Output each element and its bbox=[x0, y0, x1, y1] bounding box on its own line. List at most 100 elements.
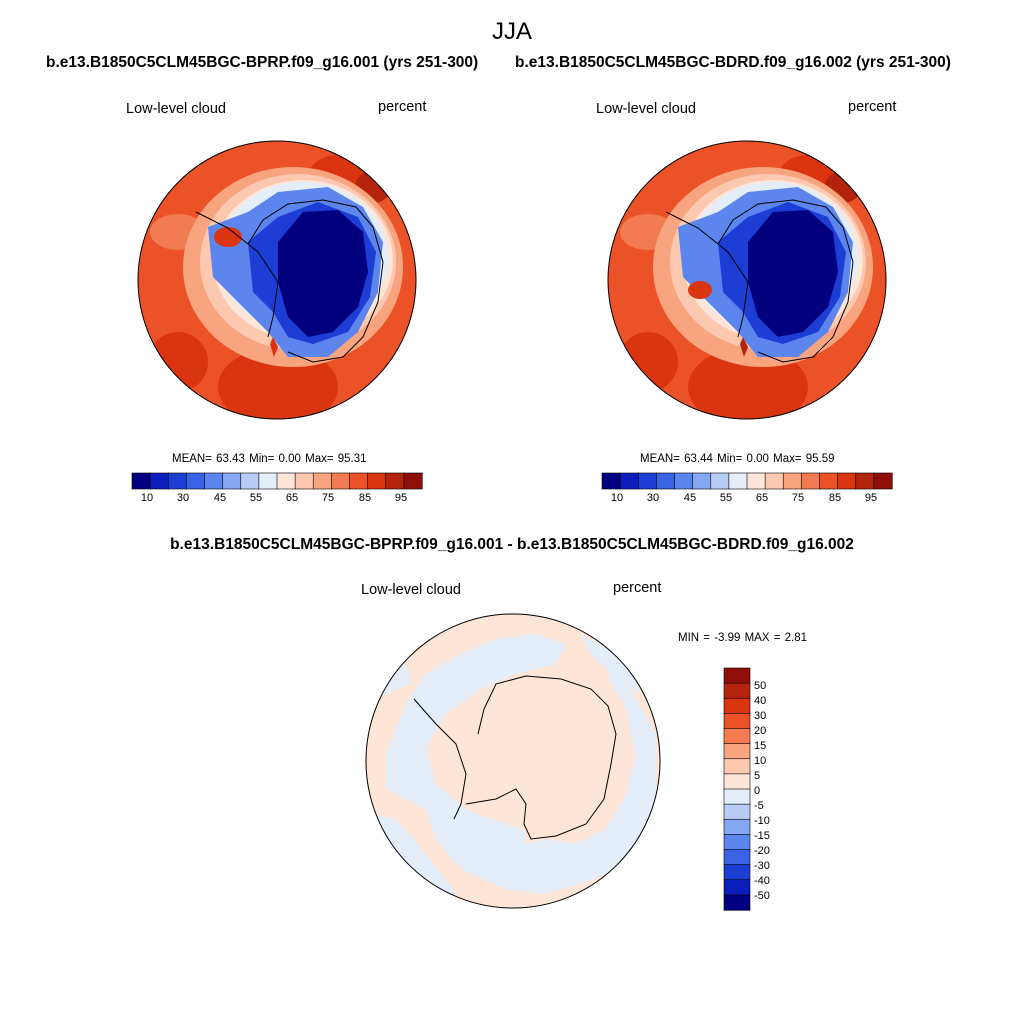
cb3-tick: 10 bbox=[754, 755, 767, 767]
cb2-tick: 45 bbox=[683, 492, 697, 504]
colorbar-swatch bbox=[855, 472, 875, 490]
cb2-tick: 65 bbox=[755, 492, 769, 504]
diff-panel-title: b.e13.B1850C5CLM45BGC-BPRP.f09_g16.001 -… bbox=[170, 536, 854, 553]
colorbar-swatch bbox=[619, 472, 639, 490]
colorbar-swatch bbox=[131, 472, 151, 490]
colorbar-swatch bbox=[723, 743, 751, 760]
colorbar-swatch bbox=[837, 472, 857, 490]
colorbar-swatch bbox=[723, 879, 751, 896]
cb2-tick: 95 bbox=[864, 492, 878, 504]
colorbar-swatch bbox=[723, 667, 751, 684]
colorbar-swatch bbox=[728, 472, 748, 490]
colorbar-swatch bbox=[276, 472, 296, 490]
colorbar-swatch bbox=[723, 697, 751, 714]
colorbar-swatch bbox=[167, 472, 187, 490]
colorbar-swatch bbox=[349, 472, 369, 490]
panel-2-map bbox=[607, 140, 887, 420]
cb2-tick: 30 bbox=[646, 492, 660, 504]
cb3-tick: 0 bbox=[754, 785, 761, 797]
diff-panel-variable-label: Low-level cloud bbox=[361, 582, 461, 598]
colorbar-swatch bbox=[723, 682, 751, 699]
diff-panel-stats: MIN = -3.99 MAX = 2.81 bbox=[678, 632, 808, 644]
colorbar-swatch bbox=[801, 472, 821, 490]
cb3-tick: -15 bbox=[754, 830, 770, 842]
colorbar-swatch bbox=[746, 472, 766, 490]
colorbar-swatch bbox=[819, 472, 839, 490]
panel-1-stats: MEAN= 63.43 Min= 0.00 Max= 95.31 bbox=[172, 453, 367, 465]
colorbar-swatch bbox=[674, 472, 694, 490]
colorbar-swatch bbox=[723, 864, 751, 881]
cb2-tick: 55 bbox=[719, 492, 733, 504]
cb3-tick: -50 bbox=[754, 890, 770, 902]
panel-1-map bbox=[137, 140, 417, 420]
colorbar-swatch bbox=[331, 472, 351, 490]
colorbar-swatch bbox=[873, 472, 893, 490]
colorbar-swatch bbox=[782, 472, 802, 490]
colorbar-swatch bbox=[385, 472, 405, 490]
cb3-tick: 50 bbox=[754, 680, 767, 692]
cb3-tick: 30 bbox=[754, 710, 767, 722]
cb3-tick: -5 bbox=[754, 800, 764, 812]
figure-title: JJA bbox=[491, 18, 532, 45]
cb2-tick: 75 bbox=[791, 492, 805, 504]
colorbar-swatch bbox=[637, 472, 657, 490]
colorbar-swatch bbox=[723, 713, 751, 730]
cb2-tick: 10 bbox=[610, 492, 624, 504]
colorbar-swatch bbox=[204, 472, 224, 490]
cb1-tick: 65 bbox=[285, 492, 299, 504]
colorbar-swatch bbox=[149, 472, 169, 490]
colorbar-swatch bbox=[723, 773, 751, 790]
cb3-tick: -40 bbox=[754, 875, 770, 887]
colorbar-swatch bbox=[692, 472, 712, 490]
colorbar-swatch bbox=[240, 472, 260, 490]
panel-1-colorbar-labels: 10 30 45 55 65 75 85 95 bbox=[132, 492, 422, 506]
diff-panel-units-label: percent bbox=[613, 580, 662, 596]
cb3-tick: -20 bbox=[754, 845, 770, 857]
colorbar-swatch bbox=[723, 818, 751, 835]
colorbar-swatch bbox=[312, 472, 332, 490]
cb3-tick: 40 bbox=[754, 695, 767, 707]
panel-1-title: b.e13.B1850C5CLM45BGC-BPRP.f09_g16.001 (… bbox=[46, 54, 479, 71]
panel-1-colorbar bbox=[131, 472, 423, 490]
panel-2-variable-label: Low-level cloud bbox=[596, 101, 696, 117]
colorbar-swatch bbox=[723, 758, 751, 775]
panel-2-title: b.e13.B1850C5CLM45BGC-BDRD.f09_g16.002 (… bbox=[515, 54, 951, 71]
colorbar-swatch bbox=[222, 472, 242, 490]
cb1-tick: 30 bbox=[176, 492, 190, 504]
cb1-tick: 95 bbox=[394, 492, 408, 504]
cb3-tick: 20 bbox=[754, 725, 767, 737]
diff-colorbar: 50 40 30 20 15 10 5 0 -5 -10 -15 -20 -30… bbox=[723, 667, 804, 912]
cb2-tick: 85 bbox=[828, 492, 842, 504]
cb1-tick: 45 bbox=[213, 492, 227, 504]
colorbar-swatch bbox=[601, 472, 621, 490]
cb3-tick: -30 bbox=[754, 860, 770, 872]
cb3-tick: 5 bbox=[754, 770, 761, 782]
colorbar-swatch bbox=[723, 894, 751, 911]
colorbar-swatch bbox=[723, 834, 751, 851]
cb1-tick: 55 bbox=[249, 492, 263, 504]
panel-2-colorbar bbox=[601, 472, 893, 490]
panel-1-units-label: percent bbox=[378, 99, 427, 115]
cb3-tick: -10 bbox=[754, 815, 770, 827]
cb1-tick: 85 bbox=[358, 492, 372, 504]
diff-panel-map bbox=[365, 613, 661, 909]
cb3-tick: 15 bbox=[754, 740, 767, 752]
colorbar-swatch bbox=[723, 803, 751, 820]
colorbar-swatch bbox=[764, 472, 784, 490]
panel-2-stats: MEAN= 63.44 Min= 0.00 Max= 95.59 bbox=[640, 453, 835, 465]
panel-2-colorbar-labels: 10 30 45 55 65 75 85 95 bbox=[602, 492, 892, 506]
colorbar-swatch bbox=[710, 472, 730, 490]
colorbar-swatch bbox=[403, 472, 423, 490]
colorbar-swatch bbox=[723, 849, 751, 866]
colorbar-swatch bbox=[656, 472, 676, 490]
panel-1-variable-label: Low-level cloud bbox=[126, 101, 226, 117]
cb1-tick: 10 bbox=[140, 492, 154, 504]
colorbar-swatch bbox=[723, 728, 751, 745]
colorbar-swatch bbox=[367, 472, 387, 490]
colorbar-swatch bbox=[723, 788, 751, 805]
colorbar-swatch bbox=[294, 472, 314, 490]
colorbar-swatch bbox=[258, 472, 278, 490]
cb1-tick: 75 bbox=[321, 492, 335, 504]
colorbar-swatch bbox=[186, 472, 206, 490]
panel-2-units-label: percent bbox=[848, 99, 897, 115]
